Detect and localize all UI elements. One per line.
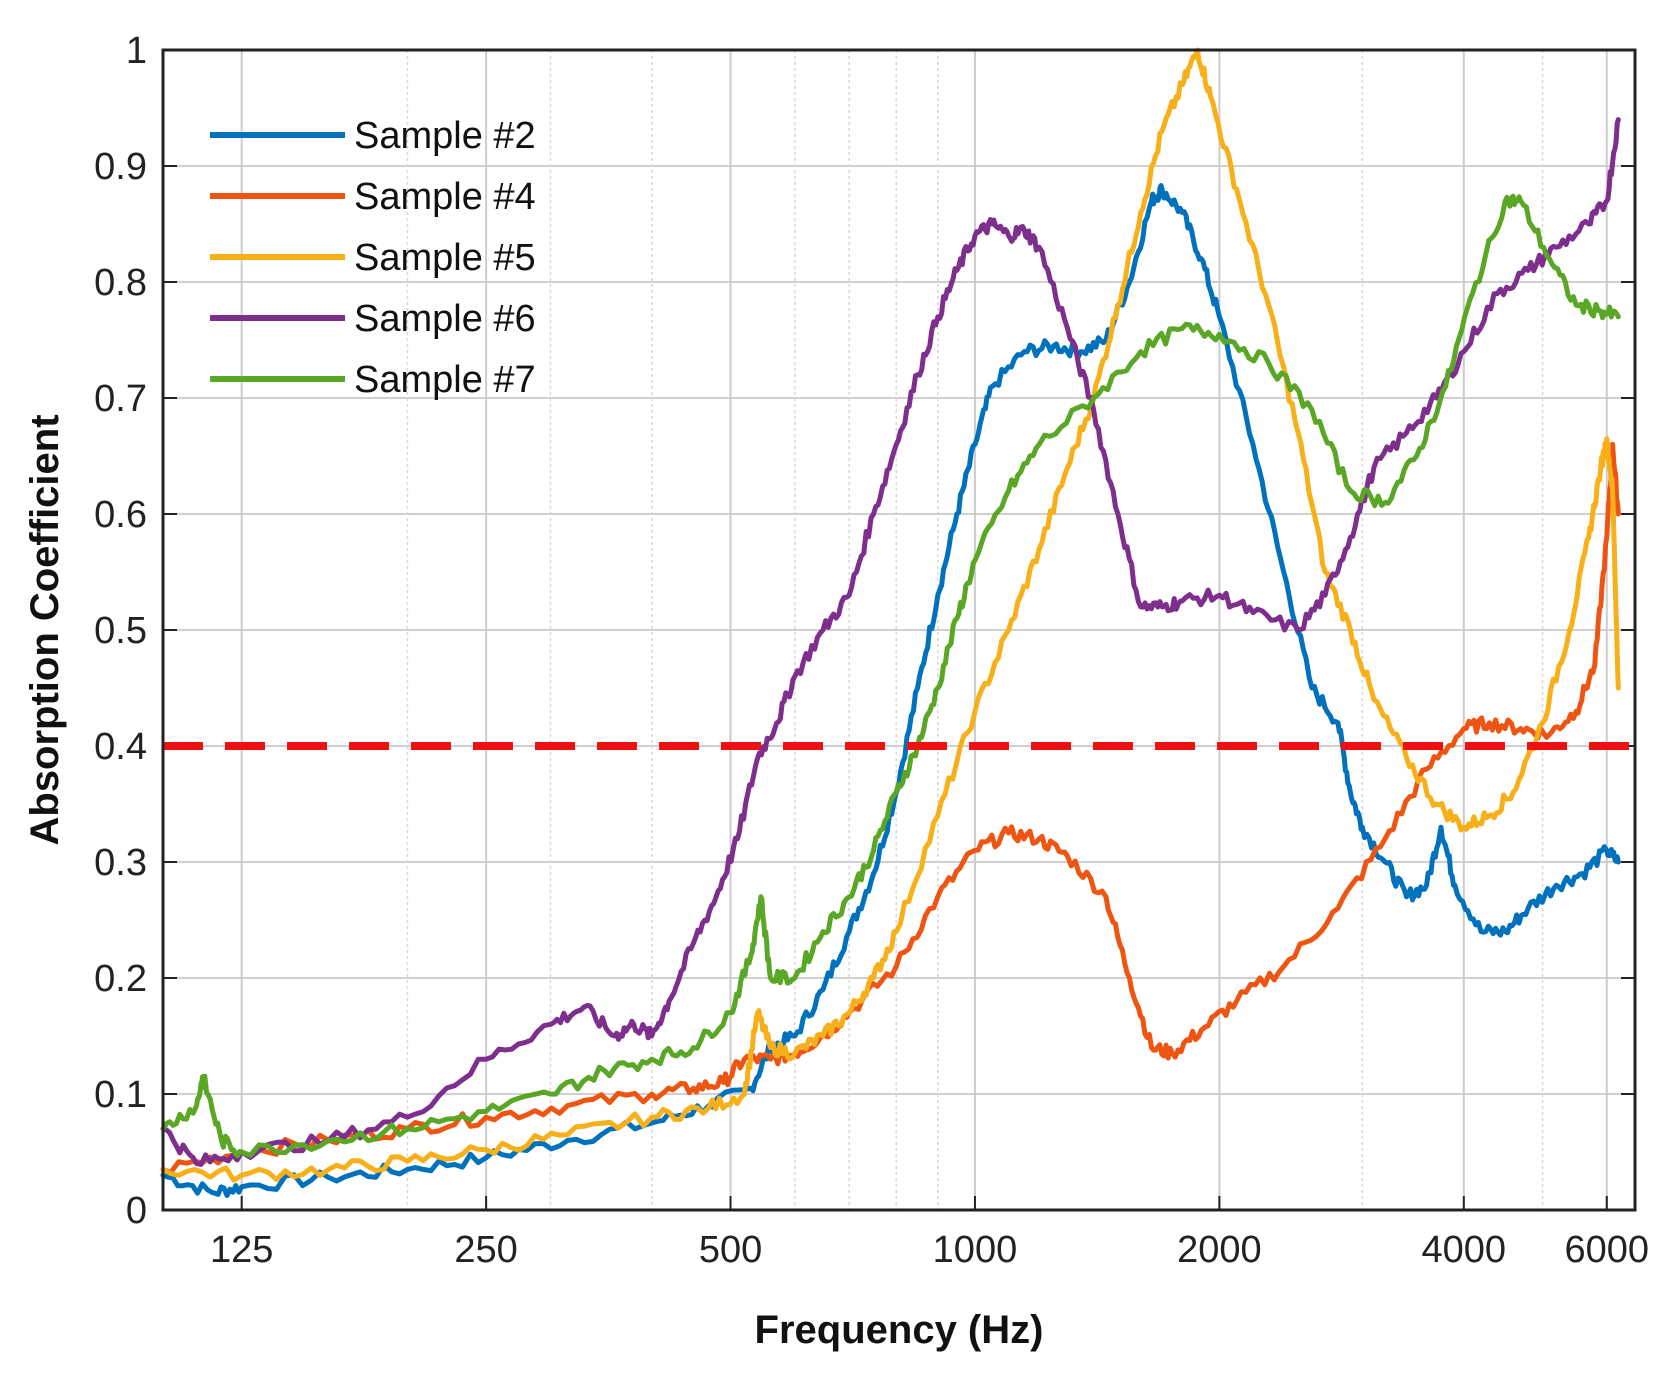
- y-tick-label: 0.9: [94, 146, 147, 188]
- series-line-3: [160, 47, 1621, 1183]
- y-tick-label: 0.5: [94, 610, 147, 652]
- y-tick-label: 0.3: [94, 842, 147, 884]
- series-line-2: [160, 441, 1621, 1175]
- legend: Sample #2 Sample #4 Sample #5 Sample #6 Samp…: [210, 115, 536, 401]
- series-lines: [160, 47, 1621, 1199]
- legend-label: Sample #5: [354, 237, 536, 279]
- y-tick-label: 0.4: [94, 726, 147, 768]
- x-tick-label: 125: [210, 1229, 273, 1271]
- legend-label: Sample #4: [354, 176, 536, 218]
- legend-label: Sample #6: [354, 298, 536, 340]
- x-tick-label: 250: [454, 1229, 517, 1271]
- x-tick-label: 6000: [1565, 1229, 1650, 1271]
- y-axis-title: Absorption Coefficient: [23, 414, 67, 845]
- y-tick-label: 0.1: [94, 1074, 147, 1116]
- grid: [163, 49, 1635, 1211]
- y-tick-label: 1: [126, 30, 147, 72]
- x-tick-label: 4000: [1422, 1229, 1507, 1271]
- y-tick-label: 0.2: [94, 958, 147, 1000]
- x-tick-label: 500: [699, 1229, 762, 1271]
- y-tick-label: 0.8: [94, 262, 147, 304]
- y-tick-label: 0.6: [94, 494, 147, 536]
- y-tick-label: 0.7: [94, 378, 147, 420]
- series-line-4: [160, 117, 1621, 1167]
- plot-frame: [161, 48, 1637, 1212]
- y-tick-label: 0: [126, 1190, 147, 1232]
- legend-label: Sample #7: [354, 359, 536, 401]
- axis-ticks: 0 0.1 0.2 0.3 0.4 0.5 0.6 0.7 0.8 0.9 1 125 250 500 10…: [94, 30, 1649, 1271]
- x-axis-title: Frequency (Hz): [755, 1308, 1044, 1352]
- legend-label: Sample #2: [354, 115, 536, 157]
- series-line-5: [160, 193, 1621, 1159]
- x-tick-label: 2000: [1177, 1229, 1262, 1271]
- x-tick-label: 1000: [933, 1229, 1018, 1271]
